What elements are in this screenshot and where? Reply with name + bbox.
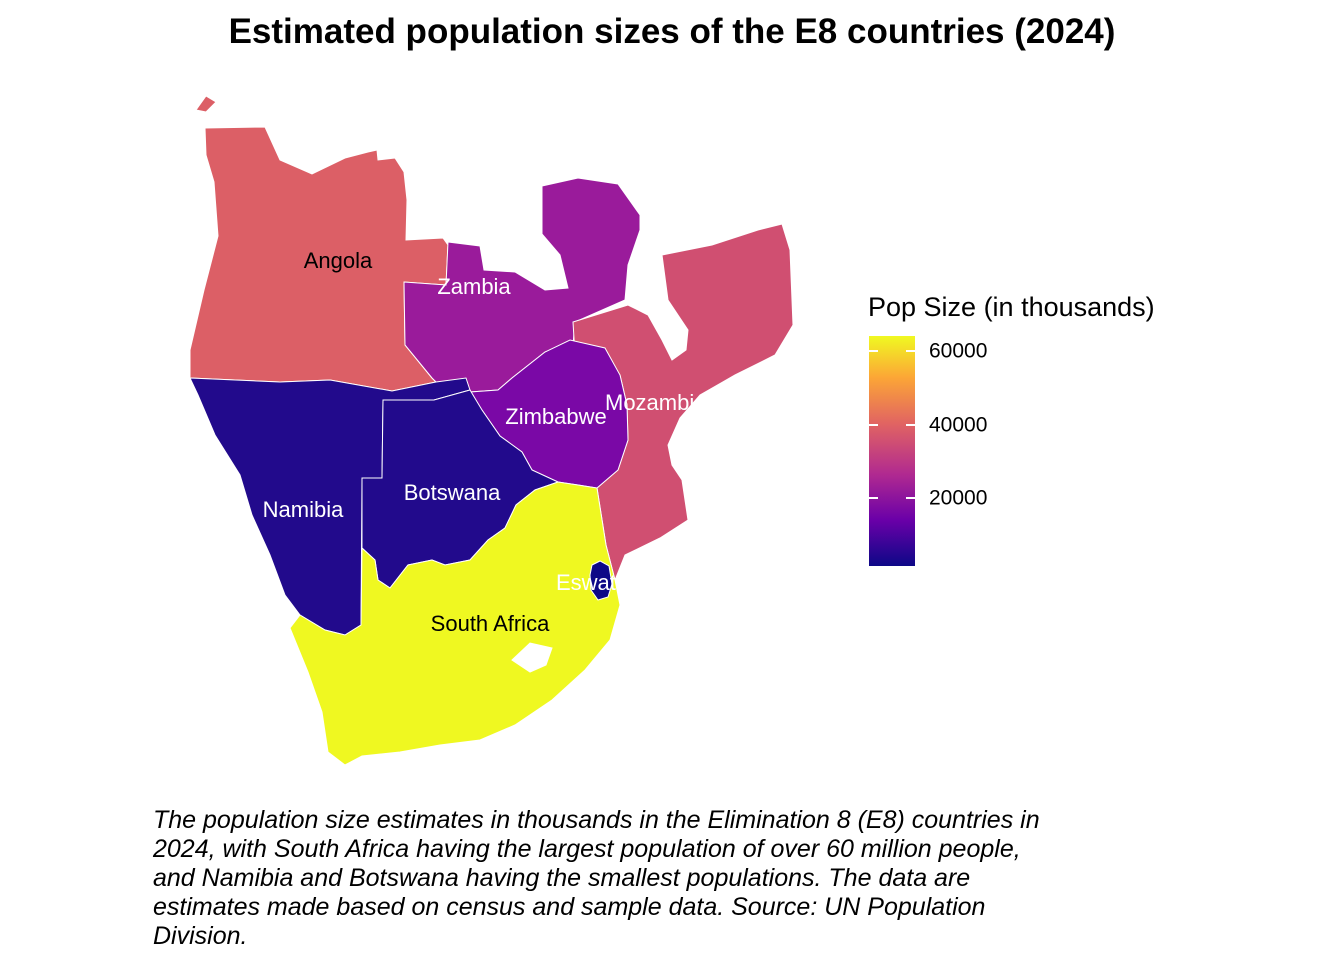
label-namibia: Namibia <box>263 497 344 522</box>
legend-colorbar <box>869 336 915 566</box>
label-mozambique: Mozambique <box>605 390 731 415</box>
label-botswana: Botswana <box>404 480 501 505</box>
label-zambia: Zambia <box>437 274 511 299</box>
chart-title: Estimated population sizes of the E8 cou… <box>228 12 1116 51</box>
legend-tick-label: 20000 <box>929 486 988 510</box>
country-zambia <box>403 177 641 393</box>
country-angola <box>195 95 217 113</box>
label-angola: Angola <box>304 248 373 273</box>
label-zimbabwe: Zimbabwe <box>505 404 606 429</box>
country-eswatini <box>589 560 613 601</box>
country-south-africa <box>289 481 621 766</box>
legend-title: Pop Size (in thousands) <box>868 292 1155 322</box>
label-south-africa: South Africa <box>431 611 550 636</box>
legend-tick-label: 40000 <box>929 413 988 437</box>
legend-tick-label: 60000 <box>929 339 988 363</box>
figure-caption: The population size estimates in thousan… <box>153 806 1040 950</box>
label-eswatini: Eswatini <box>556 570 638 595</box>
